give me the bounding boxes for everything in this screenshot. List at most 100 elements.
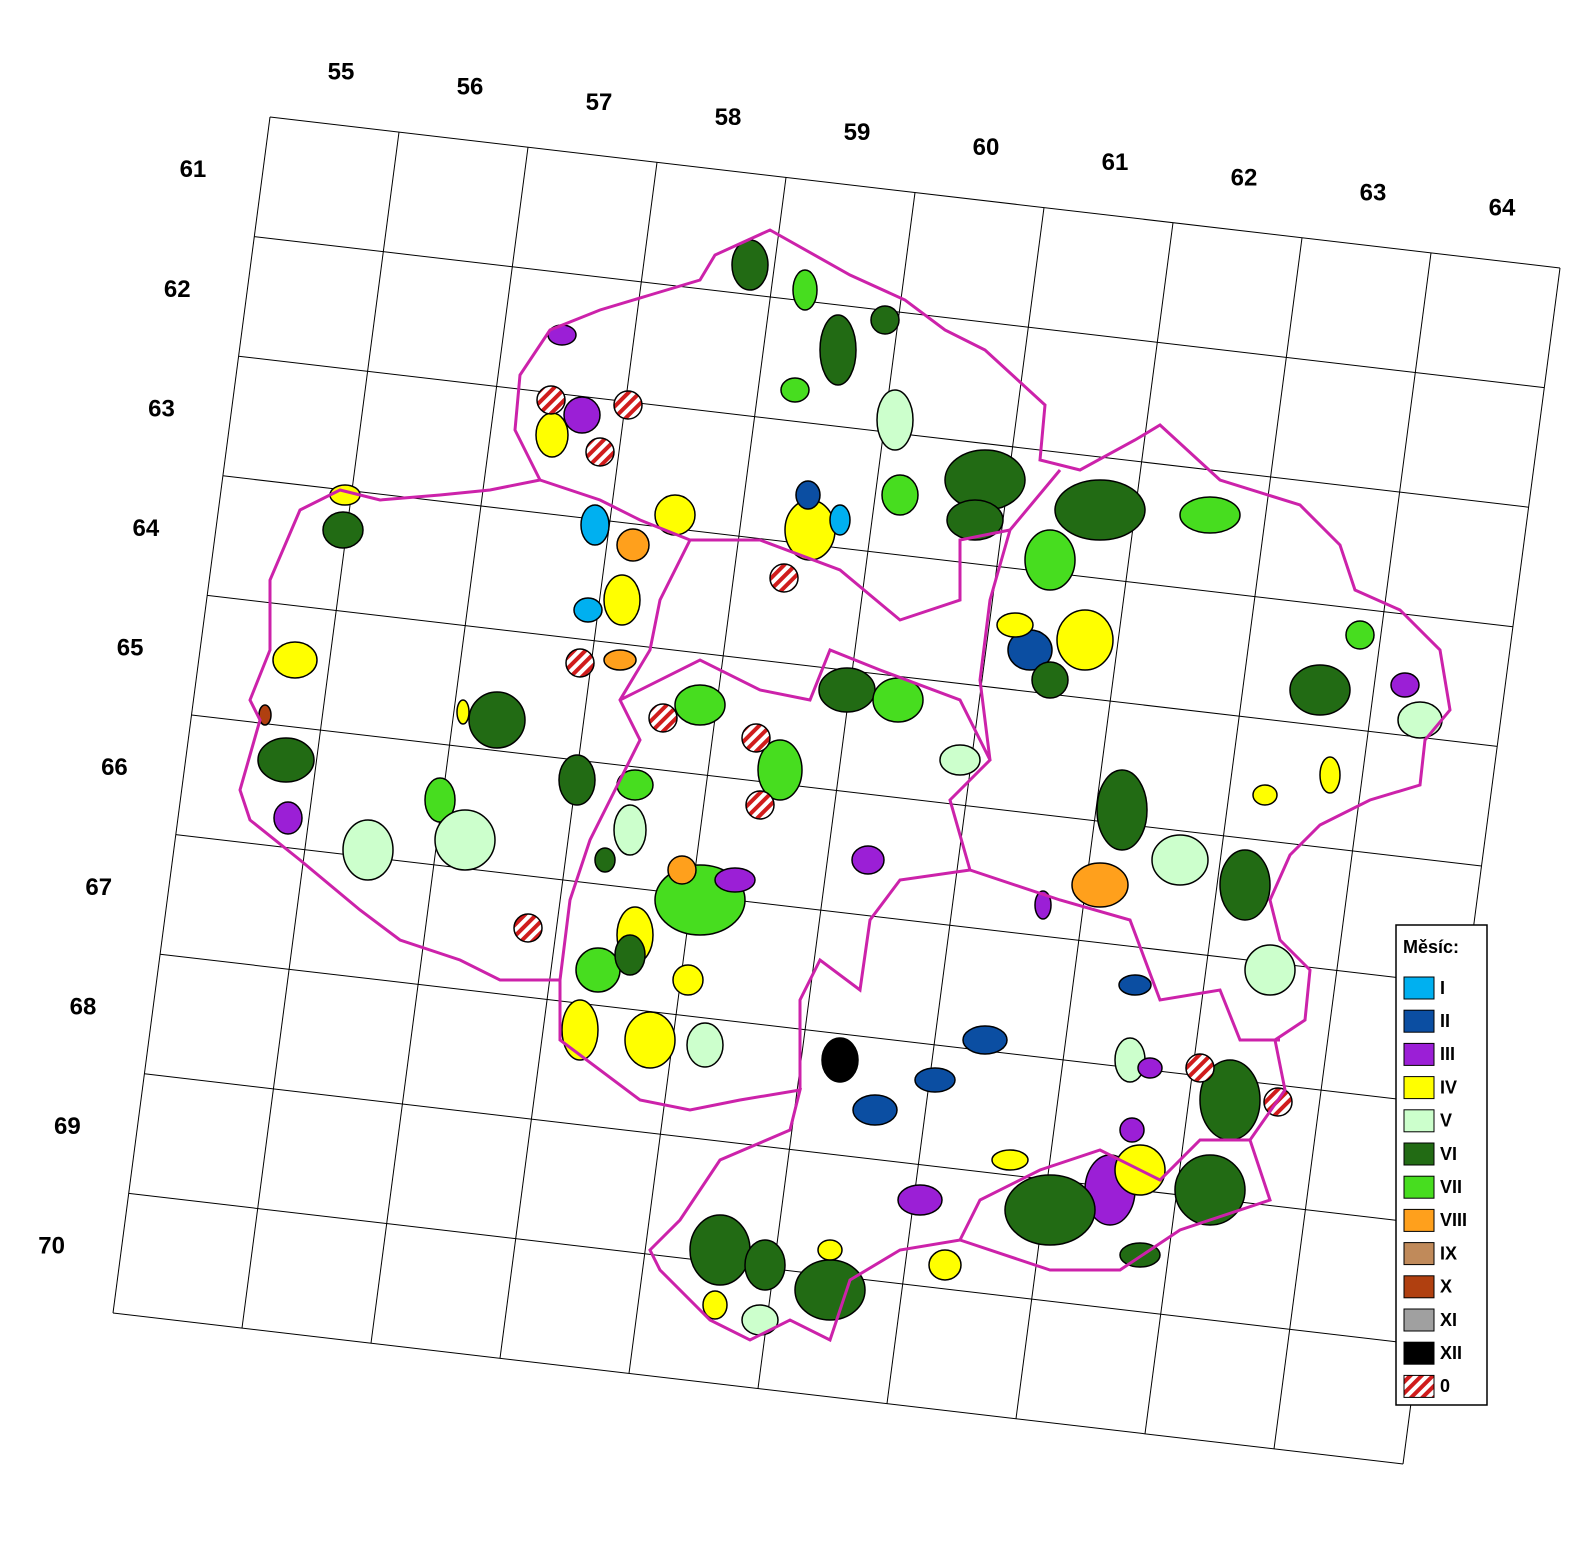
column-label: 63 [1360, 179, 1387, 206]
district-hatched [585, 437, 615, 467]
district [817, 1239, 843, 1261]
district [580, 504, 610, 546]
district-border [539, 469, 1280, 1241]
district [1151, 834, 1209, 886]
district [1179, 496, 1241, 534]
district [795, 480, 821, 510]
legend-label: VIII [1440, 1210, 1467, 1230]
district [914, 1067, 956, 1093]
grid-line [254, 236, 1545, 389]
legend-swatch [1403, 1009, 1435, 1033]
row-label: 70 [38, 1233, 65, 1260]
district-hatched [565, 648, 595, 678]
column-label: 56 [457, 74, 484, 101]
district [613, 804, 647, 856]
district [794, 1259, 866, 1321]
district [558, 754, 596, 806]
district [1119, 1117, 1145, 1143]
legend-swatch [1403, 1374, 1435, 1398]
district-hatched [536, 385, 566, 415]
district [322, 511, 364, 549]
legend-swatch [1403, 1242, 1435, 1266]
district [1096, 769, 1148, 851]
legend-label: XII [1440, 1343, 1462, 1363]
district [273, 801, 303, 835]
district [881, 474, 919, 516]
district [1031, 661, 1069, 699]
district [424, 777, 456, 823]
legend-label: III [1440, 1044, 1455, 1064]
legend-label: 0 [1440, 1376, 1450, 1396]
column-label: 59 [844, 119, 871, 146]
district [818, 667, 876, 713]
district [616, 528, 650, 562]
district [821, 1037, 859, 1083]
legend-label: VII [1440, 1177, 1462, 1197]
district [928, 1249, 962, 1281]
column-label: 57 [586, 89, 613, 116]
district [1118, 974, 1152, 996]
districts [257, 239, 1443, 1336]
district [1056, 609, 1114, 671]
legend-label: V [1440, 1111, 1452, 1131]
district [561, 999, 599, 1061]
district [603, 574, 641, 626]
district [702, 1290, 728, 1320]
district-hatched [1185, 1053, 1215, 1083]
district-hatched [745, 790, 775, 820]
district [852, 1094, 898, 1126]
legend-label: IX [1440, 1243, 1457, 1263]
row-label: 63 [148, 395, 175, 422]
district [342, 819, 394, 881]
district [1219, 849, 1271, 921]
district [780, 377, 810, 403]
district [1390, 672, 1420, 698]
row-label: 66 [101, 754, 128, 781]
district [731, 239, 769, 291]
district [434, 809, 496, 871]
district [819, 314, 857, 386]
row-label: 69 [54, 1113, 81, 1140]
district [468, 691, 526, 749]
district [991, 1149, 1029, 1171]
legend-swatch [1403, 1208, 1435, 1232]
legend-title: Měsíc: [1403, 937, 1459, 957]
district [1114, 1037, 1146, 1083]
district [686, 1022, 724, 1068]
row-label: 61 [180, 156, 207, 183]
column-label: 64 [1489, 195, 1516, 222]
district [563, 396, 601, 434]
district [1174, 1154, 1246, 1226]
district [876, 389, 914, 451]
district-hatched [648, 703, 678, 733]
district [689, 1214, 751, 1286]
legend-swatch [1403, 1175, 1435, 1199]
legend-label: I [1440, 978, 1445, 998]
column-label: 62 [1231, 164, 1258, 191]
legend-swatch [1403, 1275, 1435, 1299]
district [624, 1011, 676, 1069]
district [946, 499, 1004, 541]
district [829, 504, 851, 536]
district [667, 855, 697, 885]
district [1054, 479, 1146, 541]
region-border [238, 228, 1452, 1343]
legend-label: X [1440, 1277, 1452, 1297]
district [757, 739, 803, 801]
district [1071, 862, 1129, 908]
legend-label: II [1440, 1011, 1450, 1031]
district [603, 649, 637, 671]
legend-swatch [1403, 1076, 1435, 1100]
district [1004, 1174, 1096, 1246]
district-hatched [741, 723, 771, 753]
column-label: 55 [328, 59, 355, 86]
district [1024, 529, 1076, 591]
grid-line [222, 475, 1513, 628]
district [1345, 620, 1375, 650]
row-label: 64 [132, 515, 159, 542]
district [1244, 944, 1296, 996]
legend-label: IV [1440, 1077, 1457, 1097]
legend-label: XI [1440, 1310, 1457, 1330]
